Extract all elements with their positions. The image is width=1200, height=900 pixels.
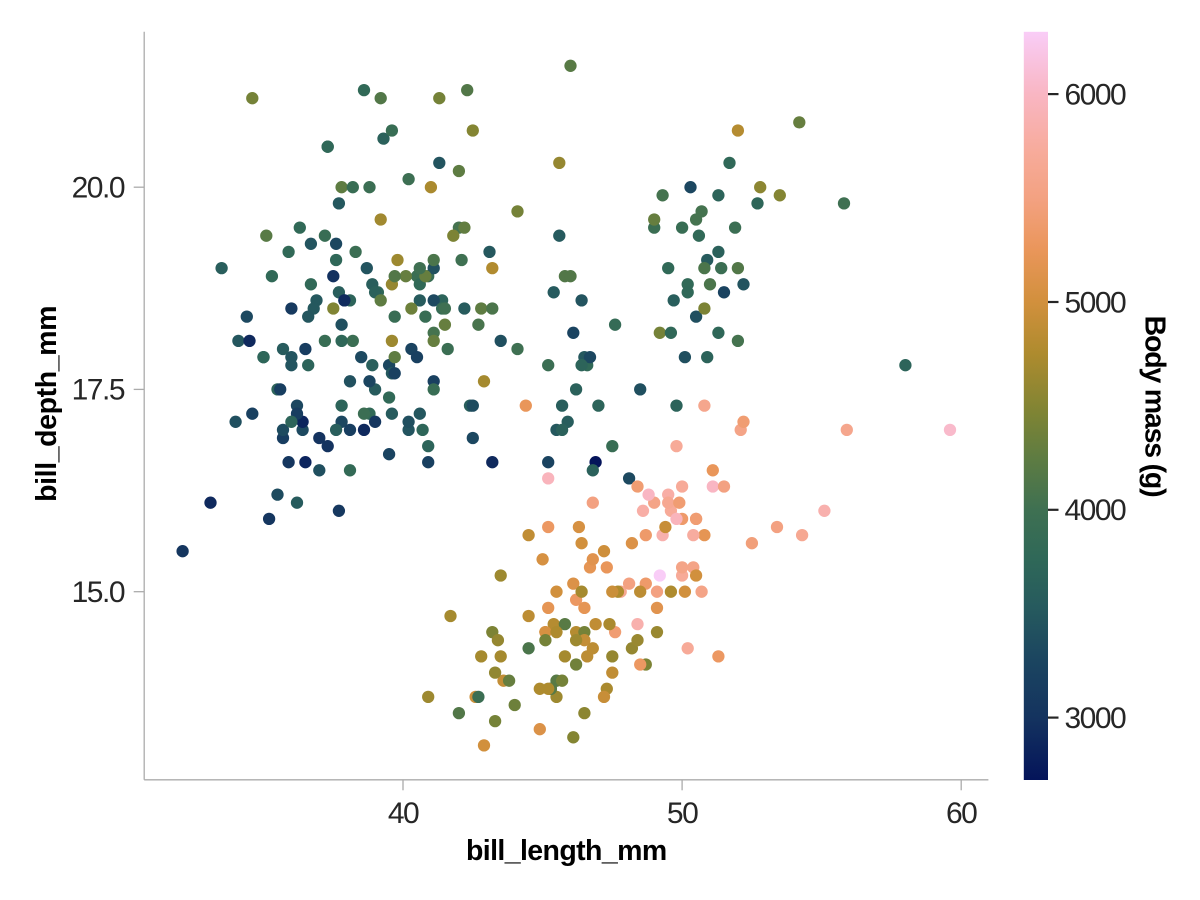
svg-text:Body mass (g): Body mass (g) — [1139, 316, 1171, 497]
svg-text:20.0: 20.0 — [72, 172, 125, 205]
svg-text:3000: 3000 — [1065, 702, 1127, 735]
svg-text:60: 60 — [946, 797, 977, 830]
svg-text:4000: 4000 — [1065, 494, 1127, 527]
svg-text:17.5: 17.5 — [72, 374, 125, 407]
svg-text:40: 40 — [388, 797, 419, 830]
svg-text:6000: 6000 — [1065, 78, 1127, 111]
svg-text:50: 50 — [667, 797, 698, 830]
svg-text:5000: 5000 — [1065, 286, 1127, 319]
svg-text:bill_depth_mm: bill_depth_mm — [31, 306, 63, 502]
svg-text:bill_length_mm: bill_length_mm — [466, 835, 667, 867]
svg-text:15.0: 15.0 — [72, 576, 125, 609]
